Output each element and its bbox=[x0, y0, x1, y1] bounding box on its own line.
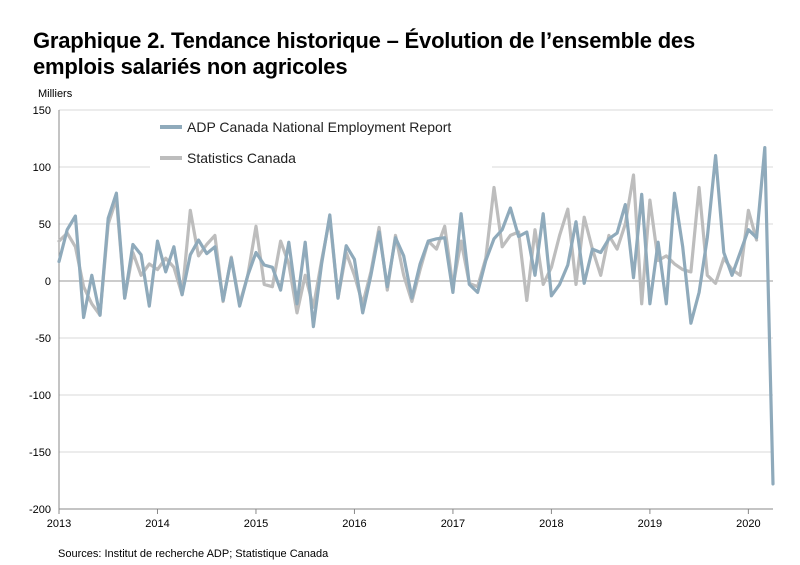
y-tick-label: 50 bbox=[39, 219, 51, 231]
y-tick-label: 100 bbox=[33, 162, 51, 174]
x-tick-label: 2014 bbox=[145, 518, 169, 530]
y-tick-label: 0 bbox=[45, 276, 51, 288]
x-tick-label: 2013 bbox=[47, 518, 71, 530]
chart-title: Graphique 2. Tendance historique – Évolu… bbox=[33, 28, 696, 79]
series-line-statcan bbox=[57, 173, 759, 317]
series-line-adp bbox=[57, 146, 775, 486]
x-tick-label: 2017 bbox=[441, 518, 465, 530]
y-tick-label: 150 bbox=[33, 105, 51, 117]
y-tick-label: -150 bbox=[29, 447, 51, 459]
y-tick-label: -200 bbox=[29, 504, 51, 516]
x-tick-label: 2016 bbox=[342, 518, 366, 530]
x-tick-label: 2018 bbox=[539, 518, 563, 530]
y-axis-unit-label: Milliers bbox=[38, 88, 73, 100]
x-tick-label: 2020 bbox=[736, 518, 760, 530]
y-tick-label: -50 bbox=[35, 333, 51, 345]
legend-box bbox=[150, 117, 492, 171]
x-tick-label: 2015 bbox=[244, 518, 268, 530]
legend-label: Statistics Canada bbox=[187, 150, 296, 166]
x-tick-label: 2019 bbox=[638, 518, 662, 530]
legend-label: ADP Canada National Employment Report bbox=[187, 119, 451, 135]
y-tick-label: -100 bbox=[29, 390, 51, 402]
source-note: Sources: Institut de recherche ADP; Stat… bbox=[58, 548, 329, 560]
